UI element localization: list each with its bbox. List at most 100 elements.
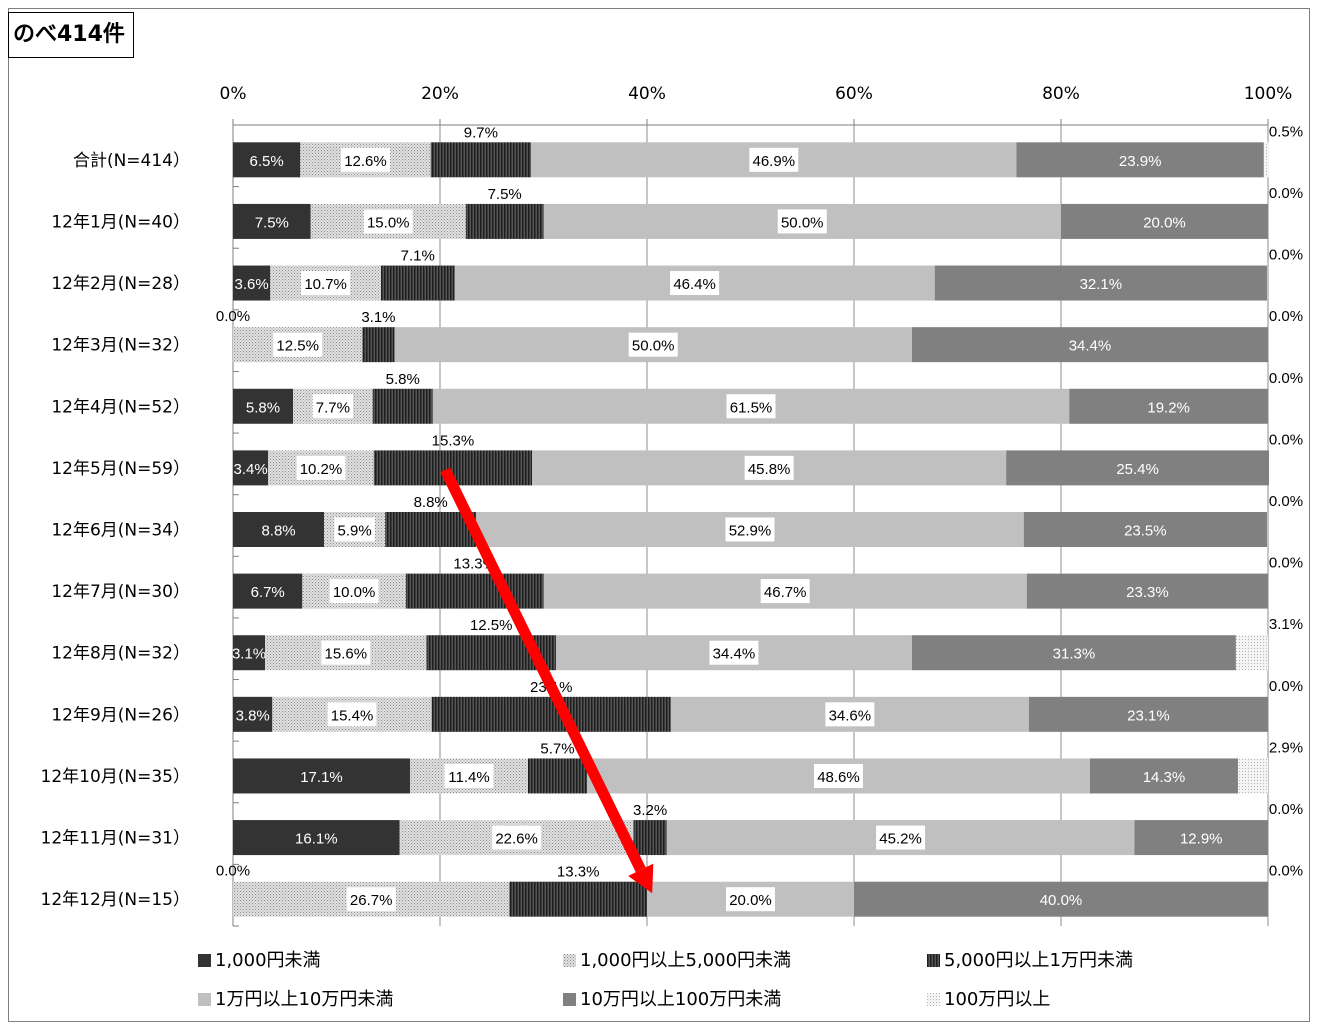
bar-segment xyxy=(1026,573,1268,609)
total-count-badge: のべ414件 xyxy=(8,12,134,58)
data-label: 52.9% xyxy=(729,523,772,540)
x-tick-label: 20% xyxy=(421,84,459,104)
category-label: 12年2月(N=28） xyxy=(51,274,190,294)
data-label: 10.0% xyxy=(333,584,376,601)
data-label-background xyxy=(744,455,794,480)
category-label: 12年10月(N=35） xyxy=(41,767,191,787)
data-label: 34.6% xyxy=(829,707,872,724)
bar-segment xyxy=(633,820,667,856)
data-label: 7.5% xyxy=(488,186,522,203)
category-label: 12年3月(N=32） xyxy=(51,336,190,356)
data-label: 50.0% xyxy=(632,338,675,355)
data-label: 23.3% xyxy=(1126,584,1169,601)
data-label: 7.5% xyxy=(255,214,289,231)
bar-segment xyxy=(233,820,400,856)
legend-label: 1,000円未満 xyxy=(215,950,321,971)
data-label: 46.9% xyxy=(753,153,796,170)
category-label: 12年11月(N=31） xyxy=(41,829,191,849)
data-label: 0.0% xyxy=(1269,247,1303,264)
bar-segment xyxy=(233,512,325,547)
data-label-background xyxy=(273,332,323,357)
data-label: 48.6% xyxy=(817,769,860,786)
data-label: 5.8% xyxy=(246,399,280,416)
data-label: 23.5% xyxy=(1124,523,1167,540)
bar-segment xyxy=(1023,512,1267,547)
data-label: 6.7% xyxy=(251,584,285,601)
data-label: 0.0% xyxy=(216,308,250,325)
category-label: 12年4月(N=52） xyxy=(51,397,190,417)
legend-label: 1,000円以上5,000円未満 xyxy=(580,950,791,971)
data-label: 20.0% xyxy=(1143,214,1186,231)
data-label-background xyxy=(726,887,775,912)
data-label-background xyxy=(749,147,799,172)
data-label: 17.1% xyxy=(300,769,343,786)
data-label: 16.1% xyxy=(295,831,338,848)
data-label: 23.1% xyxy=(1127,707,1170,724)
data-label-background xyxy=(492,825,542,850)
bar-segment xyxy=(405,573,544,609)
bar-segment xyxy=(362,327,395,363)
data-label-background xyxy=(670,271,720,296)
bar-segment xyxy=(431,696,671,732)
data-label: 34.4% xyxy=(713,646,756,663)
bar-segment xyxy=(509,881,647,917)
bar-segment xyxy=(1061,203,1268,239)
legend-label: 10万円以上100万円未満 xyxy=(580,989,781,1010)
data-label: 0.0% xyxy=(1269,431,1303,448)
data-label: 3.1% xyxy=(1269,616,1303,633)
bar-segment xyxy=(381,265,455,301)
bar-segment xyxy=(911,635,1236,671)
data-label: 31.3% xyxy=(1053,646,1096,663)
bar-segment xyxy=(1028,696,1268,732)
data-label: 15.0% xyxy=(367,214,410,231)
legend-swatch xyxy=(198,954,211,967)
bar-segment xyxy=(1006,450,1270,486)
data-label: 6.5% xyxy=(250,153,284,170)
x-tick-label: 100% xyxy=(1244,84,1293,104)
bar-segment xyxy=(1235,635,1268,671)
bar-segment xyxy=(1016,142,1264,178)
bar-segment xyxy=(1069,388,1268,424)
data-label-background xyxy=(363,209,413,234)
data-label: 2.9% xyxy=(1269,739,1303,756)
data-label: 32.1% xyxy=(1080,276,1123,293)
bar-segment xyxy=(1089,758,1238,794)
bar-segment xyxy=(1237,758,1268,794)
data-label: 45.8% xyxy=(748,461,791,478)
legend-label: 5,000円以上1万円未満 xyxy=(944,950,1133,971)
bar-segment xyxy=(465,203,544,239)
x-tick-label: 40% xyxy=(628,84,666,104)
bar-segment xyxy=(233,388,294,424)
data-label-background xyxy=(777,209,827,234)
data-label: 8.8% xyxy=(261,523,295,540)
data-label: 3.1% xyxy=(361,309,395,326)
data-label-background xyxy=(346,887,396,912)
data-label: 0.0% xyxy=(1269,678,1303,695)
bar-segment xyxy=(233,573,303,609)
data-label: 13.3% xyxy=(557,864,600,881)
data-label: 20.0% xyxy=(729,892,772,909)
bar-segment xyxy=(233,635,266,671)
data-label-background xyxy=(628,332,678,357)
data-label-background xyxy=(825,702,875,727)
legend-label: 1万円以上10万円未満 xyxy=(215,989,393,1010)
x-tick-label: 0% xyxy=(220,84,247,104)
legend-swatch xyxy=(198,993,211,1006)
data-label: 5.8% xyxy=(386,371,420,388)
legend-swatch xyxy=(927,993,940,1006)
data-label: 34.4% xyxy=(1069,338,1112,355)
category-label: 12年8月(N=32） xyxy=(51,644,190,664)
bar-segment xyxy=(854,881,1268,917)
bar-segment xyxy=(430,142,532,178)
data-label: 19.2% xyxy=(1147,399,1190,416)
bar-segment xyxy=(233,265,271,301)
category-label: 12年5月(N=59） xyxy=(51,459,190,479)
data-label: 0.0% xyxy=(1269,801,1303,818)
legend-swatch xyxy=(927,954,940,967)
data-label: 15.3% xyxy=(432,432,475,449)
data-label: 10.2% xyxy=(300,461,343,478)
bar-segment xyxy=(372,388,433,424)
category-label: 12年1月(N=40） xyxy=(51,212,190,232)
data-label-background xyxy=(876,825,926,850)
bar-segment xyxy=(911,327,1268,363)
